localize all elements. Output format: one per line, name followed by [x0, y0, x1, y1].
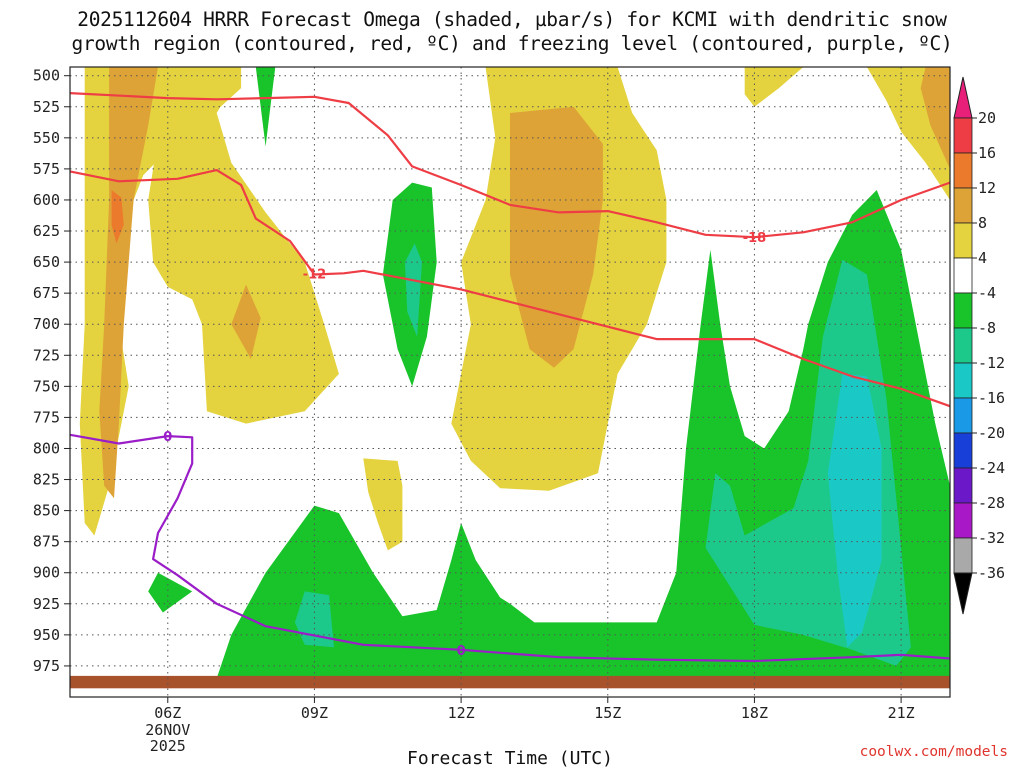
grid-lines [70, 67, 950, 697]
omega-region-3 [363, 458, 403, 551]
contour-line--12 [69, 169, 951, 408]
omega-region-6 [99, 67, 158, 499]
omega-region-14 [148, 572, 193, 613]
colorbar-label--12: -12 [978, 354, 1005, 372]
x-tick-label-06Z: 06Z [154, 704, 181, 722]
colorbar-label--16: -16 [978, 389, 1005, 407]
y-tick-label-600: 600 [33, 191, 60, 209]
colorbar-arrow-top [953, 76, 973, 119]
omega-region-18 [827, 373, 882, 648]
x-date-label-0: 26NOV [145, 721, 190, 739]
colorbar-swatch-11 [953, 467, 973, 504]
colorbar-swatch-2 [953, 152, 973, 189]
y-tick-label-900: 900 [33, 564, 60, 582]
y-tick-label-700: 700 [33, 315, 60, 333]
colorbar-label-20: 20 [978, 109, 996, 127]
omega-region-7 [231, 284, 261, 359]
contour-lines: -12 -18 0 0 [69, 92, 951, 663]
x-date-label-1: 2025 [150, 737, 186, 755]
colorbar-label--20: -20 [978, 424, 1005, 442]
colorbar-swatch-9 [953, 397, 973, 434]
omega-shading [79, 67, 950, 679]
contour-label-3: 0 [457, 644, 466, 659]
omega-region-11 [255, 67, 276, 147]
colorbar-swatch-12 [953, 502, 973, 539]
colorbar: 20 16 12 8 4 -4 -8 -12 -16 -20 -24 -28 -32 -36 [953, 76, 1005, 615]
colorbar-label--28: -28 [978, 494, 1005, 512]
y-tick-label-625: 625 [33, 222, 60, 240]
colorbar-swatch-10 [953, 432, 973, 469]
colorbar-label-12: 12 [978, 179, 996, 197]
ground-band [70, 675, 950, 689]
colorbar-swatch-4 [953, 222, 973, 259]
y-tick-label-975: 975 [33, 657, 60, 675]
omega-region-8 [510, 106, 603, 368]
y-axis: 500 525 550 575 600 625 650 675 700 725 750 775 800 8… [33, 67, 70, 675]
omega-region-10 [111, 190, 124, 244]
contour-label-0: -12 [303, 267, 327, 282]
colorbar-label--24: -24 [978, 459, 1005, 477]
chart-title-line2: growth region (contoured, red, ºC) and f… [71, 32, 953, 55]
colorbar-swatch-13 [953, 537, 973, 574]
colorbar-swatch-1 [953, 117, 973, 154]
contour-label-2: 0 [163, 430, 172, 445]
colorbar-swatch-3 [953, 187, 973, 224]
x-tick-label-21Z: 21Z [888, 704, 915, 722]
contour-line--18 [69, 92, 951, 239]
omega-region-1 [148, 67, 339, 424]
contour-label-1: -18 [743, 231, 767, 246]
colorbar-label--8: -8 [978, 319, 996, 337]
y-tick-label-950: 950 [33, 626, 60, 644]
y-tick-label-675: 675 [33, 284, 60, 302]
y-tick-label-750: 750 [33, 377, 60, 395]
chart-title-line1: 2025112604 HRRR Forecast Omega (shaded, … [77, 8, 947, 31]
y-tick-label-775: 775 [33, 408, 60, 426]
x-tick-label-18Z: 18Z [741, 704, 768, 722]
colorbar-arrow-bottom [953, 572, 973, 615]
y-tick-label-525: 525 [33, 98, 60, 116]
colorbar-swatch-5 [953, 257, 973, 294]
colorbar-label-8: 8 [978, 214, 987, 232]
colorbar-swatch-6 [953, 292, 973, 329]
y-tick-label-575: 575 [33, 160, 60, 178]
y-tick-label-550: 550 [33, 129, 60, 147]
x-axis-label: Forecast Time (UTC) [407, 748, 613, 768]
colorbar-label--4: -4 [978, 284, 996, 302]
omega-region-9 [920, 67, 950, 169]
x-tick-label-09Z: 09Z [301, 704, 328, 722]
colorbar-swatch-7 [953, 327, 973, 364]
y-tick-label-725: 725 [33, 346, 60, 364]
colorbar-label--36: -36 [978, 564, 1005, 582]
x-tick-label-12Z: 12Z [448, 704, 475, 722]
omega-region-15 [404, 243, 422, 337]
omega-region-4 [744, 67, 804, 107]
ground-surface [70, 675, 950, 689]
y-tick-label-500: 500 [33, 67, 60, 85]
colorbar-label-4: 4 [978, 249, 987, 267]
y-tick-label-800: 800 [33, 439, 60, 457]
y-tick-label-875: 875 [33, 533, 60, 551]
y-tick-label-650: 650 [33, 253, 60, 271]
colorbar-label--32: -32 [978, 529, 1005, 547]
contour-line-0 [69, 433, 951, 663]
colorbar-swatch-8 [953, 362, 973, 399]
y-tick-label-825: 825 [33, 471, 60, 489]
y-tick-label-925: 925 [33, 595, 60, 613]
source-credit: coolwx.com/models [859, 744, 1008, 760]
x-tick-label-15Z: 15Z [594, 704, 621, 722]
colorbar-label-16: 16 [978, 144, 996, 162]
y-tick-label-850: 850 [33, 502, 60, 520]
plot-frame [69, 66, 951, 698]
